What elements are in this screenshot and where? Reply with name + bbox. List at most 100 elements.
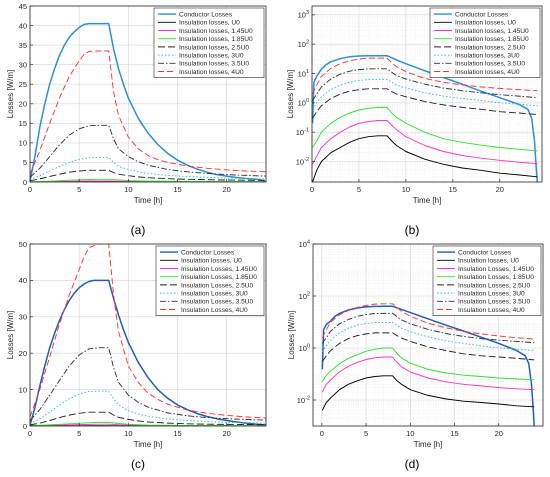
- series-line-6: [312, 68, 538, 101]
- series-line-6: [30, 124, 266, 178]
- series-line-6: [321, 312, 535, 344]
- x-tick-label: 5: [357, 185, 361, 194]
- legend-label-6: Insulation losses, 3.5U0: [179, 61, 249, 68]
- series-line-3: [30, 421, 266, 426]
- series-line-2: [312, 120, 538, 165]
- y-tick-label: 10: [19, 385, 27, 394]
- axes-frame: [311, 5, 543, 183]
- y-axis-label: Losses [W/m]: [6, 70, 15, 118]
- x-tick-label: 20: [222, 185, 230, 194]
- legend-label-5: Insulation losses, 3U0: [455, 53, 520, 60]
- legend-label-3: Insulation losses, 1.85U0: [455, 36, 529, 43]
- y-tick-label: 10: [19, 139, 27, 148]
- x-tick-label: 5: [364, 429, 368, 438]
- y-tick-label: 25: [19, 80, 27, 89]
- legend-label-6: Insulation Losses, 3.5U0: [181, 299, 254, 306]
- panel-label-c: (c): [131, 457, 145, 471]
- legend-label-7: Insulation losses, 4U0: [455, 69, 520, 76]
- series-line-0: [30, 279, 266, 426]
- series-line-0: [321, 305, 535, 426]
- y-tick-label: 0: [23, 178, 27, 187]
- series-line-3: [30, 178, 266, 182]
- legend-box: [429, 7, 541, 78]
- legend-label-1: Insulation losses, U0: [458, 258, 519, 265]
- x-tick-label: 20: [222, 429, 230, 438]
- x-tick-label: 0: [28, 429, 32, 438]
- series-line-3: [321, 347, 535, 383]
- series-line-4: [321, 332, 535, 362]
- series-line-0: [30, 22, 266, 182]
- legend-label-2: Insulation losses, 1.45U0: [179, 28, 253, 35]
- y-axis-label: Losses [W/m]: [287, 311, 296, 359]
- x-tick-label: 15: [173, 185, 181, 194]
- series-line-7: [30, 50, 266, 175]
- x-tick-label: 15: [450, 429, 458, 438]
- legend-label-1: Insulation losses, U0: [181, 258, 242, 265]
- axes-frame: [29, 5, 267, 183]
- x-axis-label: Time [h]: [134, 196, 163, 205]
- x-tick-label: 10: [124, 185, 132, 194]
- y-tick-label: 45: [19, 2, 27, 11]
- y-tick-label: 0: [23, 422, 27, 431]
- chart-panel-c: 0 5 10 15 20 0 10 20 30 40 50 Time [h] Losses [W/m] C…: [6, 240, 267, 449]
- chart-panel-a: 0 5 10 15 20 0 5 10 15 20 25 30 35 40 45 Time [h] Losses…: [6, 2, 267, 205]
- x-tick-label: 20: [496, 185, 504, 194]
- y-tick-label: 103: [298, 10, 309, 20]
- legend-label-3: Insulation losses, 1.85U0: [179, 36, 253, 43]
- x-tick-label: 10: [124, 429, 132, 438]
- legend-label-7: Insulation Losses, 4U0: [181, 307, 248, 314]
- y-tick-label: 40: [19, 21, 27, 30]
- y-tick-label: 20: [19, 349, 27, 358]
- y-tick-label: 100: [298, 98, 309, 108]
- series-line-7: [30, 244, 266, 419]
- legend-label-4: Insulation losses, 2.5U0: [455, 44, 525, 51]
- legend-label-3: Insulation Losses, 1.85U0: [458, 274, 534, 281]
- x-tick-label: 15: [173, 429, 181, 438]
- legend-label-5: Insulation Losses, 3U0: [458, 291, 525, 298]
- series-line-3: [312, 106, 538, 152]
- legend-label-4: Insulation Losses, 2.5U0: [181, 282, 254, 289]
- y-tick-label: 10-2: [297, 395, 310, 405]
- legend-label-4: Insulation Losses, 2.5U0: [458, 282, 531, 289]
- y-tick-label: 104: [299, 239, 310, 249]
- legend-label-5: Insulation Losses, 3U0: [181, 291, 248, 298]
- y-axis-label: Losses [W/m]: [286, 70, 295, 118]
- y-axis-label: Losses [W/m]: [6, 311, 15, 359]
- y-tick-label: 100: [299, 343, 310, 353]
- x-tick-label: 5: [77, 429, 81, 438]
- legend-label-7: Insulation Losses, 4U0: [458, 307, 525, 314]
- x-tick-label: 10: [402, 185, 410, 194]
- series-line-7: [312, 57, 538, 95]
- chart-panel-d: 0 5 10 15 20 10-2 100 102 104 Time [h] Losses [W/m…: [287, 239, 544, 449]
- legend-box: [432, 245, 542, 316]
- y-tick-label: 10-2: [296, 157, 309, 167]
- x-tick-label: 15: [449, 185, 457, 194]
- x-axis-label: Time [h]: [414, 440, 443, 449]
- legend-label-3: Insulation Losses, 1.85U0: [181, 274, 257, 281]
- legend-label-5: Insulation losses, 3U0: [179, 53, 244, 60]
- x-tick-label: 10: [406, 429, 414, 438]
- legend-label-2: Insulation losses, 1.45U0: [455, 28, 529, 35]
- series-line-1: [321, 375, 535, 411]
- y-tick-label: 5: [23, 158, 27, 167]
- y-tick-label: 101: [298, 69, 309, 79]
- series-line-5: [30, 156, 266, 181]
- series-line-4: [30, 411, 266, 426]
- y-tick-label: 30: [19, 60, 27, 69]
- legend-label-1: Insulation losses, U0: [179, 20, 240, 27]
- legend-label-0: Conductor Losses: [455, 12, 509, 19]
- y-tick-label: 10-1: [296, 127, 309, 137]
- y-tick-label: 15: [19, 119, 27, 128]
- x-axis-label: Time [h]: [134, 440, 163, 449]
- series-line-0: [312, 54, 539, 182]
- grid: [311, 6, 542, 182]
- axes-frame: [29, 243, 267, 427]
- legend-label-7: Insulation losses, 4U0: [179, 69, 244, 76]
- panel-label-b: (b): [405, 223, 420, 237]
- legend-label-0: Conductor Losses: [179, 12, 233, 19]
- series-line-6: [30, 347, 266, 421]
- y-tick-label: 102: [298, 39, 309, 49]
